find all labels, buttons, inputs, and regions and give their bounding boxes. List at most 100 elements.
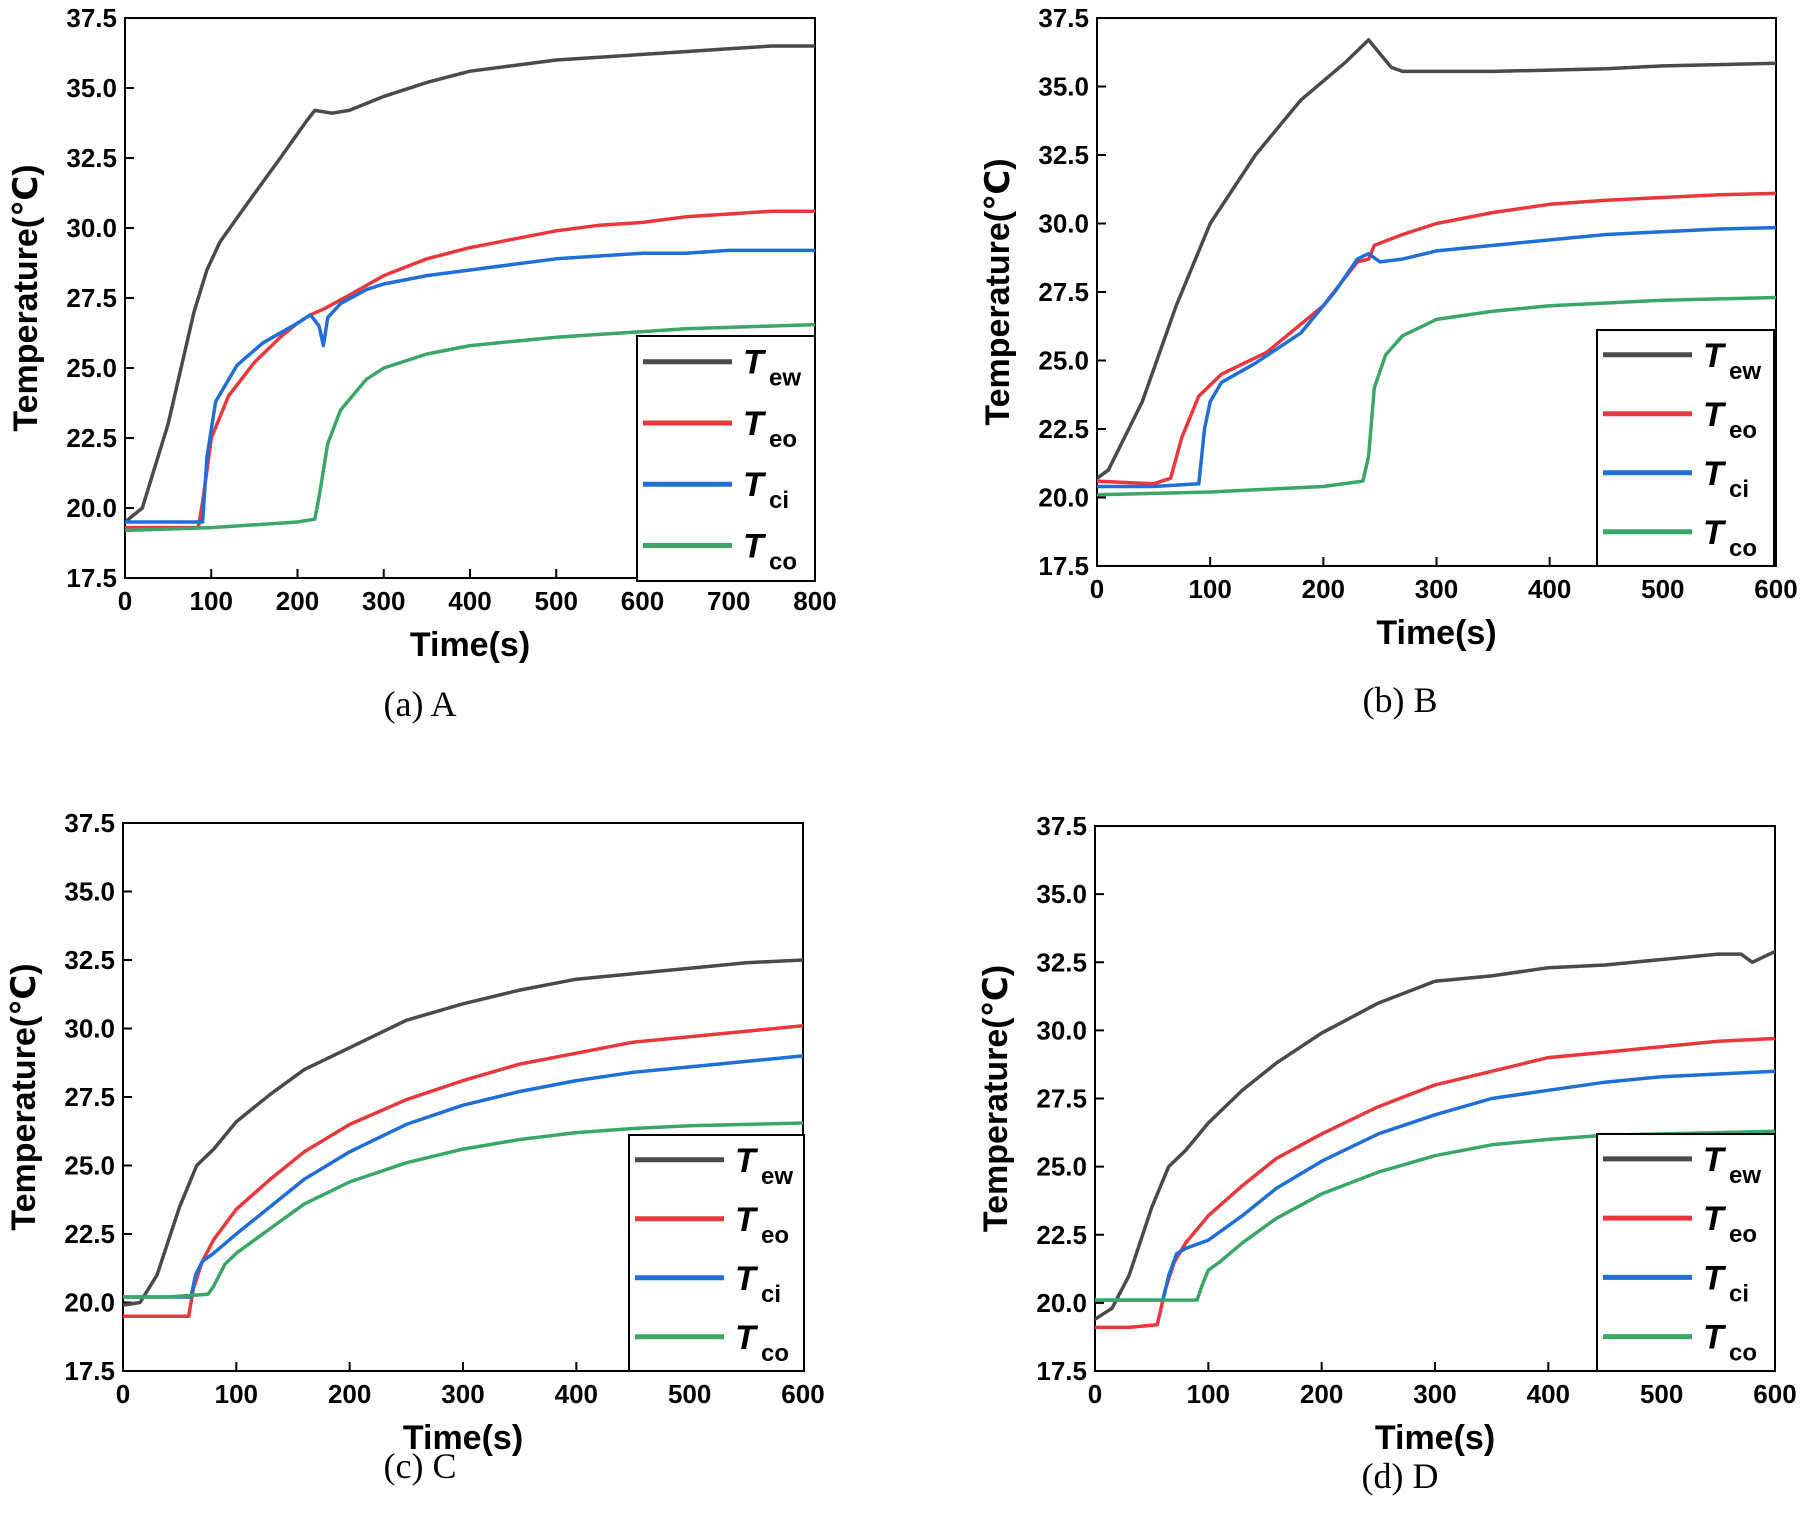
y-tick-label: 22.5 — [1036, 1220, 1087, 1250]
panel-caption: (a) A — [384, 684, 457, 724]
y-tick-label: 17.5 — [66, 563, 117, 593]
x-tick-label: 100 — [215, 1379, 258, 1409]
legend-box — [1596, 329, 1775, 567]
chart-panel-a: 0 100 200 300 400 500 600 700 800 17.5 20.0 22.5 25.… — [7, 3, 837, 724]
x-tick-label: 600 — [621, 586, 664, 616]
x-axis-title: Time(s) — [403, 1419, 523, 1457]
legend-box — [1596, 1133, 1776, 1372]
legend-label-Tco: T — [735, 1319, 759, 1357]
series-line-Tci — [125, 248, 815, 524]
y-tick-label: 25.0 — [66, 353, 117, 383]
legend-label-Tco: T — [1703, 514, 1727, 552]
x-tick-label: 500 — [668, 1379, 711, 1409]
x-tick-label: 500 — [1640, 1379, 1683, 1409]
x-tick-label: 400 — [448, 586, 491, 616]
y-tick-label: 27.5 — [64, 1082, 115, 1112]
y-tick-label: 35.0 — [1038, 72, 1089, 102]
y-tick-label: 20.0 — [1038, 483, 1089, 513]
y-tick-label: 17.5 — [1038, 551, 1089, 581]
y-tick-label: 35.0 — [1036, 879, 1087, 909]
legend-label-Tew: T — [1703, 1141, 1727, 1179]
legend-label-Tco: T — [1703, 1319, 1727, 1357]
legend-sub-Tco: co — [769, 548, 797, 575]
y-tick-label: 25.0 — [64, 1151, 115, 1181]
chart-panel-b: 0 100 200 300 400 500 600 17.5 20.0 22.5 25.0 27.5 3… — [979, 3, 1798, 720]
x-tick-label: 0 — [118, 586, 132, 616]
legend-sub-Tew: ew — [1729, 358, 1761, 385]
y-tick-label: 17.5 — [1036, 1356, 1087, 1386]
legend-label-Tci: T — [1703, 455, 1727, 493]
x-axis-title: Time(s) — [410, 626, 530, 664]
panel-caption: (d) D — [1362, 1456, 1439, 1496]
y-tick-label: 22.5 — [1038, 414, 1089, 444]
legend-sub-Tew: ew — [769, 365, 801, 392]
x-tick-label: 200 — [1300, 1379, 1343, 1409]
x-tick-label: 200 — [328, 1379, 371, 1409]
series-line-Tew — [1095, 949, 1775, 1321]
y-tick-label: 30.0 — [64, 1014, 115, 1044]
legend-sub-Tco: co — [1729, 535, 1757, 562]
legend-label-Tew: T — [735, 1142, 759, 1180]
legend-label-Teo: T — [1703, 1200, 1727, 1238]
x-tick-label: 600 — [1753, 1379, 1796, 1409]
y-axis-title: Temperature(℃) — [979, 158, 1017, 425]
x-tick-label: 100 — [1188, 574, 1231, 604]
y-tick-label: 27.5 — [1038, 277, 1089, 307]
x-tick-label: 300 — [1415, 574, 1458, 604]
y-tick-label: 25.0 — [1036, 1152, 1087, 1182]
x-tick-label: 700 — [707, 586, 750, 616]
x-tick-label: 500 — [535, 586, 578, 616]
series-line-Tew — [125, 44, 815, 524]
y-tick-label: 17.5 — [64, 1356, 115, 1386]
y-tick-label: 32.5 — [1038, 140, 1089, 170]
legend-sub-Teo: eo — [761, 1222, 789, 1249]
y-tick-label: 32.5 — [1036, 947, 1087, 977]
y-axis-title: Temperature(℃) — [7, 164, 45, 431]
chart-panel-c: 0 100 200 300 400 500 600 17.5 20.0 22.5 25.0 27.5 3… — [5, 808, 825, 1486]
series-group — [1095, 949, 1775, 1330]
x-tick-label: 400 — [1527, 1379, 1570, 1409]
chart-panel-d: 0 100 200 300 400 500 600 17.5 20.0 22.5 25.0 27.5 3… — [977, 811, 1797, 1496]
series-line-Tco — [1097, 295, 1776, 497]
x-tick-label: 0 — [1088, 1379, 1102, 1409]
x-tick-label: 0 — [116, 1379, 130, 1409]
panel-caption: (c) C — [384, 1446, 457, 1486]
legend-label-Tci: T — [735, 1260, 759, 1298]
legend-sub-Tci: ci — [1729, 1280, 1749, 1307]
x-tick-label: 600 — [1754, 574, 1797, 604]
x-tick-label: 600 — [781, 1379, 824, 1409]
x-tick-label: 300 — [1413, 1379, 1456, 1409]
y-tick-label: 37.5 — [1038, 3, 1089, 33]
legend-sub-Tci: ci — [761, 1281, 781, 1308]
y-tick-label: 30.0 — [66, 213, 117, 243]
x-tick-label: 100 — [190, 586, 233, 616]
y-tick-label: 27.5 — [1036, 1084, 1087, 1114]
series-line-Tci — [1097, 225, 1776, 489]
y-axis-title: Temperature(℃) — [5, 963, 43, 1230]
x-tick-label: 300 — [441, 1379, 484, 1409]
legend-box — [636, 335, 816, 582]
y-tick-label: 35.0 — [66, 73, 117, 103]
legend-label-Tci: T — [743, 466, 767, 504]
series-line-Tci — [1095, 1069, 1775, 1302]
y-tick-label: 22.5 — [66, 423, 117, 453]
y-tick-label: 27.5 — [66, 283, 117, 313]
legend-label-Tew: T — [743, 344, 767, 382]
x-axis-title: Time(s) — [1376, 614, 1496, 652]
y-axis-title: Temperature(℃) — [977, 965, 1015, 1232]
y-tick-label: 37.5 — [64, 808, 115, 838]
series-line-Tci — [123, 1054, 803, 1299]
x-axis-title: Time(s) — [1375, 1419, 1495, 1457]
legend-label-Tci: T — [1703, 1259, 1727, 1297]
series-group — [125, 44, 815, 533]
legend-sub-Tew: ew — [1729, 1162, 1761, 1189]
legend-sub-Tci: ci — [769, 487, 789, 514]
legend-sub-Tci: ci — [1729, 476, 1749, 503]
x-tick-label: 400 — [555, 1379, 598, 1409]
legend-label-Teo: T — [743, 405, 767, 443]
legend-label-Teo: T — [1703, 396, 1727, 434]
legend-sub-Teo: eo — [769, 426, 797, 453]
